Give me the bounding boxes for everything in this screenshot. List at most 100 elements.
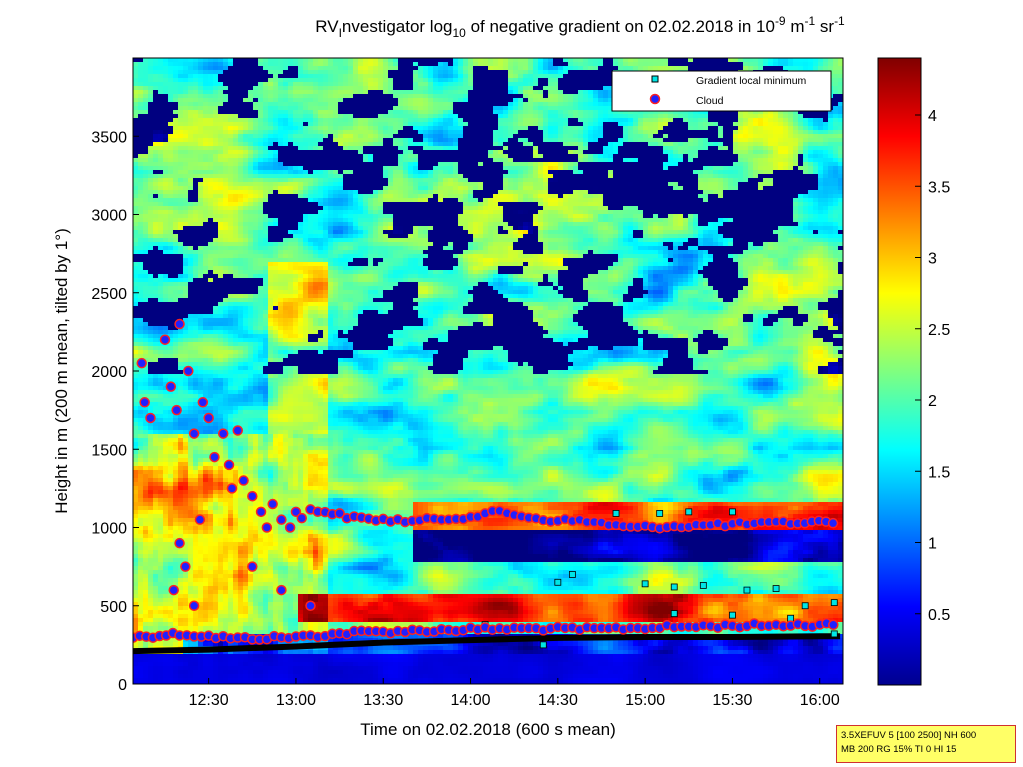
heatmap-cell: [168, 154, 174, 159]
heatmap-cell: [178, 106, 184, 111]
heatmap-cell: [168, 546, 174, 551]
heatmap-cell: [283, 162, 289, 167]
heatmap-cell: [178, 250, 184, 255]
heatmap-cell: [163, 458, 169, 463]
heatmap-cell: [223, 614, 229, 619]
heatmap-cell: [173, 602, 179, 607]
heatmap-cell: [258, 130, 264, 135]
heatmap-cell: [228, 106, 234, 111]
heatmap-cell: [153, 226, 159, 231]
heatmap-cell: [288, 246, 294, 251]
heatmap-cell: [143, 682, 149, 684]
heatmap-cell: [253, 126, 259, 131]
heatmap-cell: [148, 94, 154, 99]
heatmap-cell: [138, 282, 144, 287]
heatmap-cell: [143, 590, 149, 595]
heatmap-cell: [213, 430, 219, 435]
heatmap-cell: [273, 666, 279, 671]
heatmap-cell: [133, 642, 139, 647]
heatmap-cell: [258, 478, 264, 483]
heatmap-cell: [218, 194, 224, 199]
heatmap-cell: [208, 538, 214, 543]
heatmap-cell: [253, 462, 259, 467]
heatmap-cell: [153, 90, 159, 95]
heatmap-cell: [283, 478, 289, 483]
heatmap-cell: [278, 606, 284, 611]
heatmap-cell: [208, 558, 214, 563]
heatmap-cell: [223, 482, 229, 487]
heatmap-cell: [228, 134, 234, 139]
heatmap-cell: [183, 454, 189, 459]
heatmap-cell: [163, 434, 169, 439]
heatmap-cell: [173, 518, 179, 523]
heatmap-cell: [173, 394, 179, 399]
heatmap-cell: [188, 118, 194, 123]
heatmap-cell: [278, 274, 284, 279]
heatmap-cell: [283, 190, 289, 195]
heatmap-cell: [168, 198, 174, 203]
heatmap-cell: [183, 114, 189, 119]
heatmap-cell: [143, 446, 149, 451]
heatmap-cell: [233, 146, 239, 151]
heatmap-cell: [178, 362, 184, 367]
heatmap-cell: [228, 414, 234, 419]
heatmap-cell: [158, 258, 164, 263]
heatmap-cell: [218, 542, 224, 547]
heatmap-cell: [173, 158, 179, 163]
heatmap-cell: [238, 470, 244, 475]
heatmap-cell: [153, 394, 159, 399]
heatmap-cell: [148, 482, 154, 487]
heatmap-cell: [133, 302, 139, 307]
heatmap-cell: [178, 578, 184, 583]
heatmap-cell: [218, 114, 224, 119]
heatmap-cell: [188, 546, 194, 551]
heatmap-cell: [138, 318, 144, 323]
heatmap-cell: [143, 654, 149, 659]
heatmap-cell: [213, 350, 219, 355]
heatmap-cell: [238, 286, 244, 291]
heatmap-cell: [283, 574, 289, 579]
heatmap-cell: [238, 162, 244, 167]
heatmap-cell: [218, 614, 224, 619]
heatmap-cell: [233, 358, 239, 363]
heatmap-cell: [158, 538, 164, 543]
heatmap-cell: [288, 266, 294, 271]
heatmap-cell: [248, 94, 254, 99]
heatmap-cell: [273, 114, 279, 119]
heatmap-cell: [173, 290, 179, 295]
heatmap-cell: [138, 590, 144, 595]
heatmap-cell: [163, 610, 169, 615]
heatmap-cell: [163, 198, 169, 203]
heatmap-cell: [158, 66, 164, 71]
heatmap-cell: [158, 318, 164, 323]
heatmap-cell: [198, 570, 204, 575]
heatmap-cell: [233, 478, 239, 483]
heatmap-cell: [233, 514, 239, 519]
heatmap-cell: [168, 566, 174, 571]
heatmap-cell: [268, 242, 274, 247]
heatmap-cell: [268, 134, 274, 139]
heatmap-cell: [153, 482, 159, 487]
heatmap-cell: [143, 290, 149, 295]
heatmap-cell: [168, 346, 174, 351]
heatmap-cell: [278, 202, 284, 207]
heatmap-cell: [198, 490, 204, 495]
heatmap-cell: [208, 462, 214, 467]
heatmap-cell: [193, 110, 199, 115]
heatmap-cell: [203, 334, 209, 339]
heatmap-cell: [243, 642, 249, 647]
heatmap-cell: [158, 94, 164, 99]
heatmap-cell: [273, 154, 279, 159]
heatmap-cell: [258, 270, 264, 275]
heatmap-cell: [288, 122, 294, 127]
heatmap-cell: [268, 414, 274, 419]
heatmap-cell: [253, 330, 259, 335]
heatmap-cell: [243, 670, 249, 675]
heatmap-cell: [133, 82, 139, 87]
heatmap-cell: [208, 550, 214, 555]
heatmap-cell: [223, 502, 229, 507]
heatmap-cell: [258, 538, 264, 543]
heatmap-cell: [273, 258, 279, 263]
heatmap-cell: [188, 674, 194, 679]
heatmap-cell: [183, 282, 189, 287]
